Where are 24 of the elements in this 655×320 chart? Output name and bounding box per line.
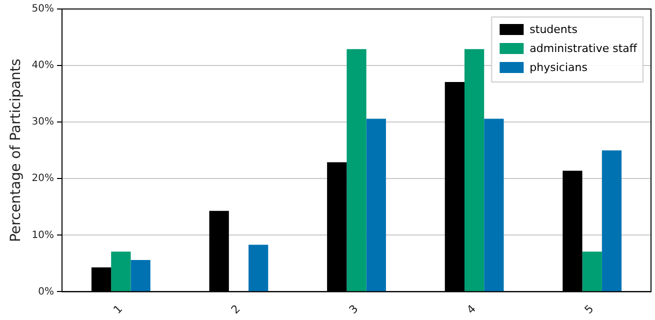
y-axis-title: Percentage of Participants (8, 58, 24, 242)
bar (602, 150, 622, 292)
bar (464, 49, 484, 292)
x-tick-label: 1 (110, 302, 126, 316)
legend-label: physicians (530, 60, 588, 74)
bar (366, 118, 386, 292)
bar (484, 118, 504, 292)
y-tick-label: 30% (32, 116, 54, 128)
y-tick-label: 0% (38, 286, 54, 298)
bar (130, 260, 150, 292)
y-tick-label: 20% (32, 173, 54, 184)
legend-label: students (530, 22, 578, 36)
x-tick-label: 2 (228, 302, 243, 316)
x-tick-label: 3 (346, 302, 361, 316)
bar (248, 244, 268, 292)
bar (111, 252, 131, 292)
x-tick-label: 5 (582, 302, 596, 316)
x-tick-label: 4 (464, 302, 478, 316)
y-tick-label: 50% (32, 4, 54, 15)
bar (582, 252, 602, 292)
bar (346, 49, 366, 292)
y-tick-label: 10% (32, 230, 54, 241)
legend-label: administrative staff (530, 42, 638, 55)
y-tick-label: 40% (32, 60, 54, 72)
